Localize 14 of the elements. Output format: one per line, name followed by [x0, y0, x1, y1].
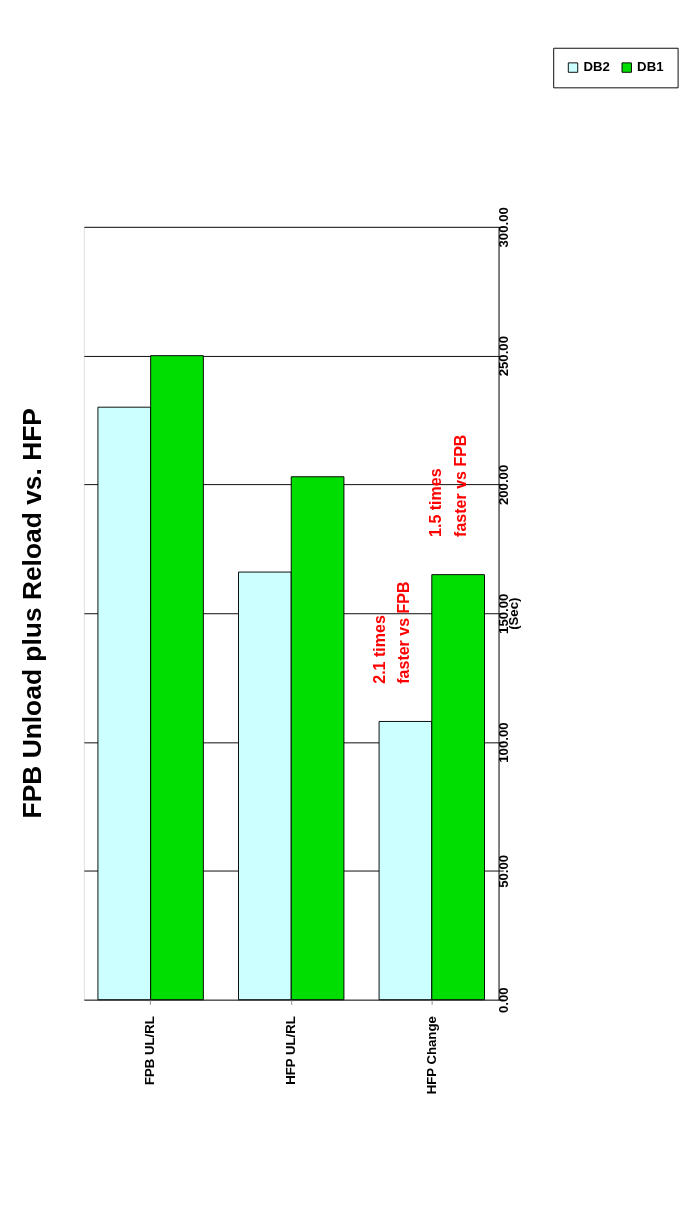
y-tick-label: 50.00 [496, 854, 512, 888]
y-tick-label: 300.00 [496, 207, 512, 248]
legend-label: DB1 [637, 59, 664, 75]
legend-label: DB2 [583, 59, 610, 75]
y-tick-label: 0.00 [496, 987, 512, 1013]
annotation: 2.1 times faster vs FPB [369, 581, 413, 684]
y-tick-label: 250.00 [496, 335, 512, 377]
x-tick-label: HFP Change [423, 1016, 439, 1095]
x-tick-label: FPB UL/RL [142, 1016, 158, 1086]
y-tick-label: 200.00 [496, 464, 512, 506]
x-tick-label: HFP UL/RL [282, 1016, 298, 1085]
annotation: 1.5 times faster vs FPB [426, 434, 469, 537]
text: FPB Unload plus Reload vs. HFP [16, 408, 47, 819]
y-tick-label: 100.00 [496, 722, 512, 763]
